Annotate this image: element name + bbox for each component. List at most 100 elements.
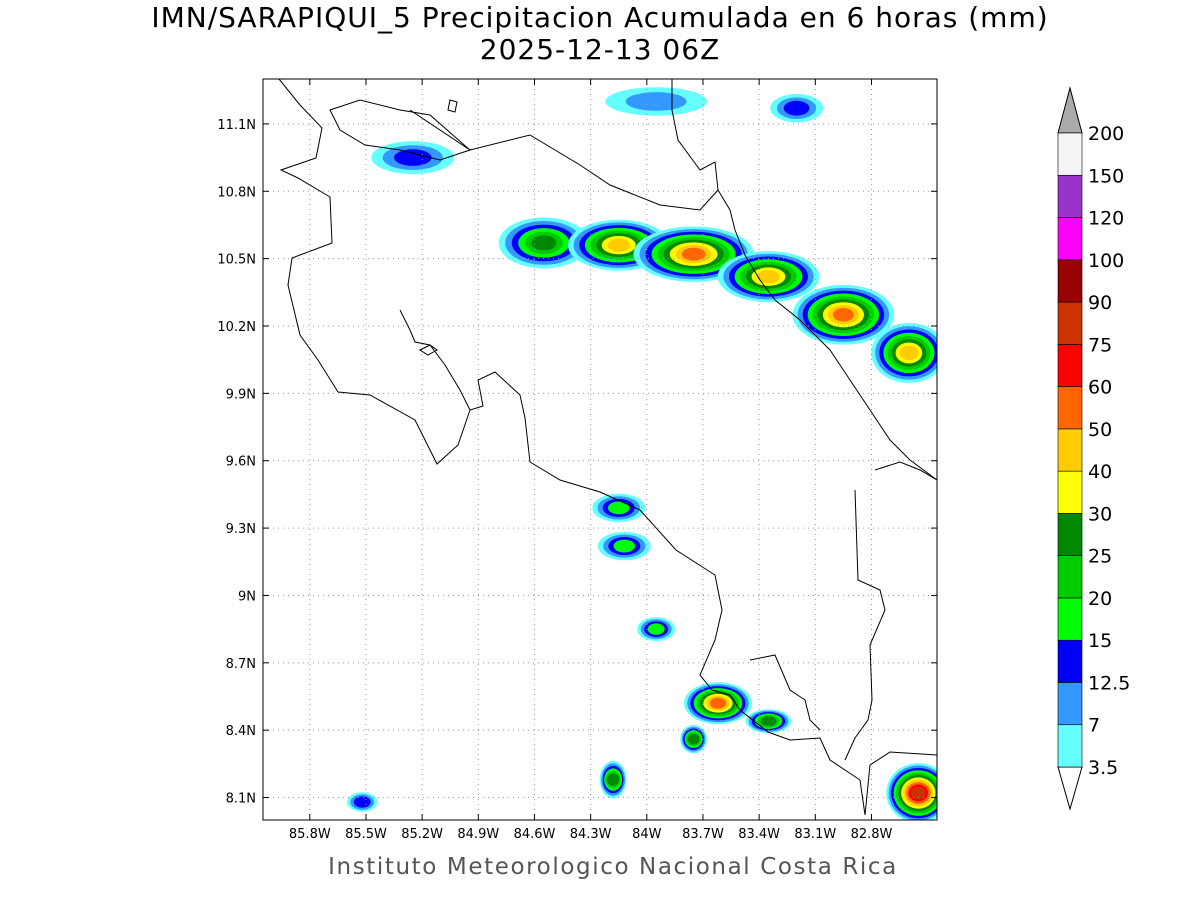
latitude-axis: 8.1N 8.4N 8.7N 9N 9.3N 9.6N 9.9N 10.2N 10.5N 10.8… (217, 118, 937, 807)
colorbar-swatch (1057, 597, 1083, 641)
x-tick-label: 85.5W (345, 827, 387, 842)
longitude-axis: 85.8W 85.5W 85.2W 84.9W 84.6W 84.3W 84W 83.7W 83… (289, 79, 893, 842)
colorbar-label: 200 (1088, 123, 1124, 145)
colorbar-label: 25 (1088, 546, 1112, 568)
colorbar-label: 75 (1088, 334, 1112, 356)
colorbar-swatch (1057, 470, 1083, 514)
x-tick-label: 84.6W (514, 827, 556, 842)
caribbean-coastline (671, 79, 937, 481)
colorbar-label: 60 (1088, 377, 1112, 399)
y-tick-label: 10.5N (217, 253, 256, 268)
colorbar-swatch (1057, 682, 1083, 726)
map-title: IMN/SARAPIQUI_5 Precipitacion Acumulada … (151, 1, 1049, 34)
colorbar-swatch (1057, 217, 1083, 261)
precip-cell-northeast-cell (770, 93, 824, 123)
y-tick-label: 8.4N (226, 724, 256, 739)
precip-contour (681, 247, 706, 261)
y-tick-label: 9.9N (226, 387, 256, 402)
x-tick-label: 84W (632, 827, 662, 842)
lat-lon-grid (263, 79, 937, 820)
precip-contour (625, 92, 687, 111)
colorbar-swatch (1057, 555, 1083, 599)
colorbar-swatch (1057, 344, 1083, 387)
credit-footer: Instituto Meteorologico Nacional Costa R… (328, 854, 898, 880)
colorbar-over-arrow (1057, 86, 1083, 134)
nicoya-gulf (399, 309, 471, 411)
x-tick-label: 83.1W (794, 827, 836, 842)
x-tick-label: 82.8W (851, 827, 893, 842)
colorbar-swatch (1057, 386, 1083, 430)
bocas-del-toro (874, 461, 937, 481)
precip-contour (687, 733, 700, 745)
precip-contour (607, 238, 631, 252)
precip-contour (709, 697, 727, 709)
y-tick-label: 10.8N (217, 185, 256, 200)
precip-cell-caribe-band-4 (717, 251, 820, 303)
nicaragua-lake-shore (329, 99, 471, 161)
precip-cell-caribe-band-6 (871, 323, 937, 383)
colorbar-legend: 3.5 7 12.5 15 20 25 30 40 50 60 75 90 100 120 150 200 (1057, 86, 1130, 811)
y-tick-label: 9.3N (226, 522, 256, 537)
solentiname-island (447, 99, 458, 113)
colorbar-label: 120 (1088, 208, 1124, 230)
precip-contour (531, 235, 557, 251)
precip-cell-sea-cell-2 (637, 617, 676, 642)
colorbar-under-arrow (1057, 766, 1083, 811)
x-tick-label: 83.4W (738, 827, 780, 842)
colorbar-label: 100 (1088, 250, 1124, 272)
precip-contour (353, 796, 371, 808)
chira-island (418, 344, 438, 356)
colorbar-swatch (1057, 301, 1083, 345)
costa-rica-nicaragua-border (409, 109, 719, 211)
precip-contour (899, 345, 919, 361)
colorbar-swatch (1057, 724, 1083, 768)
colorbar-swatch (1057, 259, 1083, 303)
x-tick-label: 85.8W (289, 827, 331, 842)
burica-peninsula (749, 654, 821, 731)
y-tick-label: 9N (238, 589, 256, 604)
colorbar-label: 3.5 (1088, 757, 1118, 779)
precip-contour (911, 786, 926, 800)
y-tick-label: 9.6N (226, 455, 256, 470)
precip-contour (783, 100, 810, 116)
coastlines-borders (278, 79, 937, 816)
precip-contour (607, 773, 620, 786)
precip-contour (760, 716, 777, 727)
colorbar-swatch (1057, 513, 1083, 556)
colorbar-label: 15 (1088, 630, 1112, 652)
precip-cell-golfito-cell (745, 709, 792, 734)
precip-cell-sea-cell-1 (599, 760, 627, 799)
precip-contour (647, 623, 665, 635)
precip-cell-pacific-cell-2 (597, 531, 651, 561)
colorbar-label: 20 (1088, 588, 1112, 610)
precip-cell-coast-cell (680, 724, 707, 754)
precip-contour (394, 149, 432, 166)
colorbar-label: 90 (1088, 292, 1112, 314)
x-tick-label: 84.9W (457, 827, 499, 842)
colorbar-label: 12.5 (1088, 672, 1130, 694)
colorbar-swatch (1057, 132, 1083, 176)
colorbar-label: 7 (1088, 715, 1100, 737)
colorbar-label: 30 (1088, 503, 1112, 525)
precipitation-field (346, 87, 937, 820)
precip-cell-sea-cell-3 (346, 792, 378, 812)
precip-cell-caribe-band-3 (633, 226, 754, 282)
y-tick-label: 8.7N (226, 657, 256, 672)
colorbar-label: 50 (1088, 419, 1112, 441)
precip-contour (613, 539, 636, 553)
precip-cell-pacific-cell-1 (592, 493, 646, 523)
precip-cell-panama-cell (886, 763, 937, 820)
precip-cell-nicaragua-north (371, 141, 455, 175)
panama-coast-south (864, 751, 937, 816)
precip-cell-caribe-band-1 (498, 217, 590, 269)
colorbar-label: 150 (1088, 165, 1124, 187)
panama-border (844, 489, 886, 761)
colorbar-swatch (1057, 428, 1083, 472)
y-tick-label: 10.2N (217, 320, 256, 335)
x-tick-label: 84.3W (570, 827, 612, 842)
precip-cell-nicaragua-lake (605, 87, 707, 116)
y-tick-label: 8.1N (226, 792, 256, 807)
pacific-coastline (278, 79, 866, 816)
precip-contour (607, 501, 630, 515)
